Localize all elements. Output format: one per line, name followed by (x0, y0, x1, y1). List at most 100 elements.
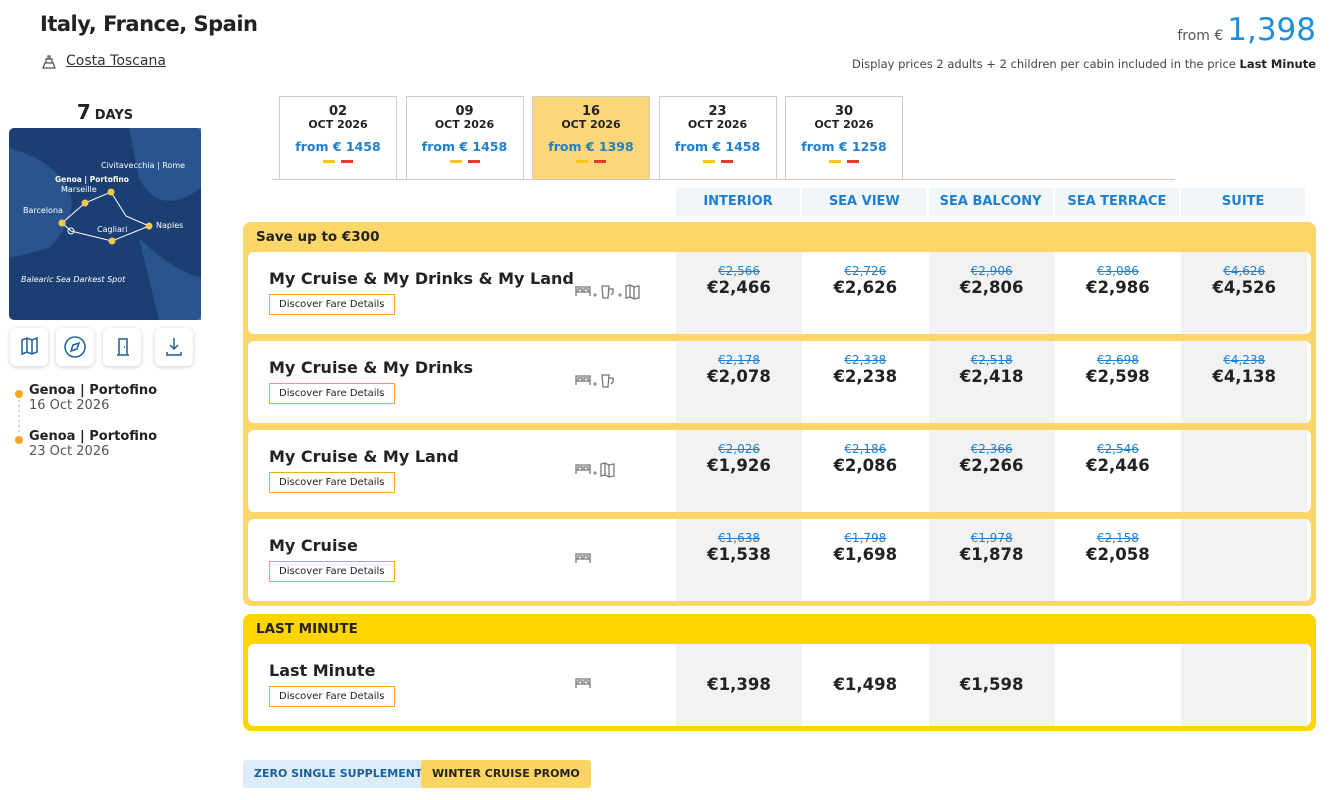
indicator-red (341, 160, 353, 163)
old-price: €2,026 (718, 442, 760, 456)
fare-details-button[interactable]: Discover Fare Details (269, 383, 395, 404)
icon-shape (575, 464, 591, 474)
ship-icon (42, 55, 56, 69)
fare-icon-land (625, 284, 640, 300)
new-price: €1,878 (959, 545, 1024, 564)
fare-details-button[interactable]: Discover Fare Details (269, 561, 395, 582)
price-cell[interactable]: €1,498 (802, 644, 928, 726)
price-cell[interactable]: €2,726 €2,626 (802, 252, 928, 334)
cruise-title: Italy, France, Spain (40, 12, 258, 36)
price-cell[interactable]: €2,178 €2,078 (676, 341, 802, 423)
fare-row: Last Minute Discover Fare Details €1,398 €1… (248, 644, 1311, 726)
map-label: Marseille (61, 185, 97, 194)
tab-day: 30 (834, 104, 854, 119)
days-label: DAYS (94, 108, 134, 123)
from-label: from € (1177, 28, 1224, 44)
new-price: €1,498 (833, 675, 898, 694)
tab-underline (272, 179, 1175, 180)
days: 7 DAYS (0, 100, 210, 124)
map-label: Balearic Sea Darkest Spot (21, 275, 126, 284)
indicator-red (720, 160, 733, 163)
tab-day: 16 (581, 104, 601, 119)
route-map[interactable]: Civitavecchia | Rome Genoa | PortofinoMar… (9, 128, 201, 320)
map-tool-button[interactable] (56, 328, 94, 366)
price-cell[interactable]: €4,626 €4,526 (1181, 252, 1308, 334)
price-cell[interactable]: €2,698 €2,598 (1055, 341, 1181, 423)
price-cell (1181, 519, 1308, 601)
price-cell[interactable]: €1,638 €1,538 (676, 519, 802, 601)
old-price: €2,366 (970, 442, 1013, 456)
note-text: Display prices 2 adults + 2 children per… (852, 57, 1236, 71)
new-price: €4,526 (1212, 278, 1277, 297)
old-price: €2,338 (844, 353, 887, 367)
price-cell[interactable]: €2,906 €2,806 (928, 252, 1055, 334)
icon-shape (64, 336, 86, 358)
price-cell[interactable]: €2,546 €2,446 (1055, 430, 1181, 512)
date-tab[interactable]: 30 OCT 2026 from € 1258 (785, 96, 903, 180)
price-cell[interactable]: €2,566 €2,466 (676, 252, 802, 334)
cabin-header: SUITE (1181, 188, 1306, 216)
fare-details-button[interactable]: Discover Fare Details (269, 686, 395, 707)
date-tab[interactable]: 02 OCT 2026 from € 1458 (279, 96, 397, 180)
cabin-header: INTERIOR (676, 188, 800, 216)
tab-price: from € 1458 (674, 139, 761, 154)
price-cell (1181, 430, 1308, 512)
date-tab[interactable]: 09 OCT 2026 from € 1458 (405, 96, 524, 180)
map-tool-button[interactable] (103, 328, 141, 366)
from-price: from €1,398 (1177, 12, 1316, 48)
old-price: €3,086 (1096, 264, 1139, 278)
fare-details-button[interactable]: Discover Fare Details (269, 294, 395, 315)
price-cell[interactable]: €1,398 (676, 644, 802, 726)
price-cell[interactable]: €2,158 €2,058 (1055, 519, 1181, 601)
tab-indicator (449, 160, 480, 163)
fare-group: Save up to €300 My Cruise & My Drinks & M… (243, 222, 1316, 606)
price-cell[interactable]: €2,186 €2,086 (802, 430, 928, 512)
old-price: €4,626 (1223, 264, 1266, 278)
price-cell[interactable]: €4,238 €4,138 (1181, 341, 1308, 423)
icon-shape (21, 336, 38, 356)
fare-name: My Cruise & My Drinks (269, 358, 474, 377)
new-price: €2,466 (707, 278, 771, 297)
fare-icons (575, 374, 614, 388)
tab-month: OCT 2026 (561, 118, 621, 131)
old-price: €2,726 (844, 264, 887, 278)
price-cell (1055, 644, 1181, 726)
icon-shape (601, 374, 614, 388)
map-tool-button[interactable] (155, 328, 193, 366)
new-price: €2,266 (959, 456, 1024, 475)
price-cell[interactable]: €1,798 €1,698 (802, 519, 928, 601)
old-price: €2,906 (970, 264, 1013, 278)
old-price: €2,178 (718, 353, 760, 367)
date-tab[interactable]: 16 OCT 2026 from € 1398 (532, 96, 650, 180)
fare-row: My Cruise & My Drinks & My Land Discover … (248, 252, 1311, 334)
tab-month: OCT 2026 (687, 118, 748, 131)
promo-tag[interactable]: ZERO SINGLE SUPPLEMENT (243, 760, 434, 788)
cabin-header: SEA VIEW (802, 188, 927, 216)
old-price: €1,978 (970, 531, 1013, 545)
price-cell[interactable]: €2,338 €2,238 (802, 341, 928, 423)
new-price: €2,086 (833, 456, 898, 475)
indicator-red (594, 160, 606, 163)
fare-details-button[interactable]: Discover Fare Details (269, 472, 395, 493)
new-price: €2,446 (1086, 456, 1150, 475)
price-cell[interactable]: €1,598 (928, 644, 1055, 726)
icon-plus (593, 382, 597, 386)
price-cell[interactable]: €1,978 €1,878 (928, 519, 1055, 601)
ship-link[interactable]: Costa Toscana (66, 53, 166, 69)
price-cell[interactable]: €2,366 €2,266 (928, 430, 1055, 512)
price-cell[interactable]: €2,026 €1,926 (676, 430, 802, 512)
stop-date: 16 Oct 2026 (29, 398, 110, 413)
icon-shape (575, 678, 591, 688)
date-tab[interactable]: 23 OCT 2026 from € 1458 (658, 96, 777, 180)
new-price: €2,986 (1086, 278, 1150, 297)
fare-icons (575, 462, 615, 478)
price-cell[interactable]: €3,086 €2,986 (1055, 252, 1181, 334)
fare-name: Last Minute (269, 661, 376, 680)
tab-indicator (323, 160, 353, 163)
tab-price: from € 1458 (295, 139, 381, 154)
map-tool-button[interactable] (10, 328, 48, 366)
fare-row: My Cruise & My Drinks Discover Fare Detai… (248, 341, 1311, 423)
price-cell[interactable]: €2,518 €2,418 (928, 341, 1055, 423)
fare-icons (575, 284, 640, 300)
promo-tag[interactable]: WINTER CRUISE PROMO (421, 760, 591, 788)
